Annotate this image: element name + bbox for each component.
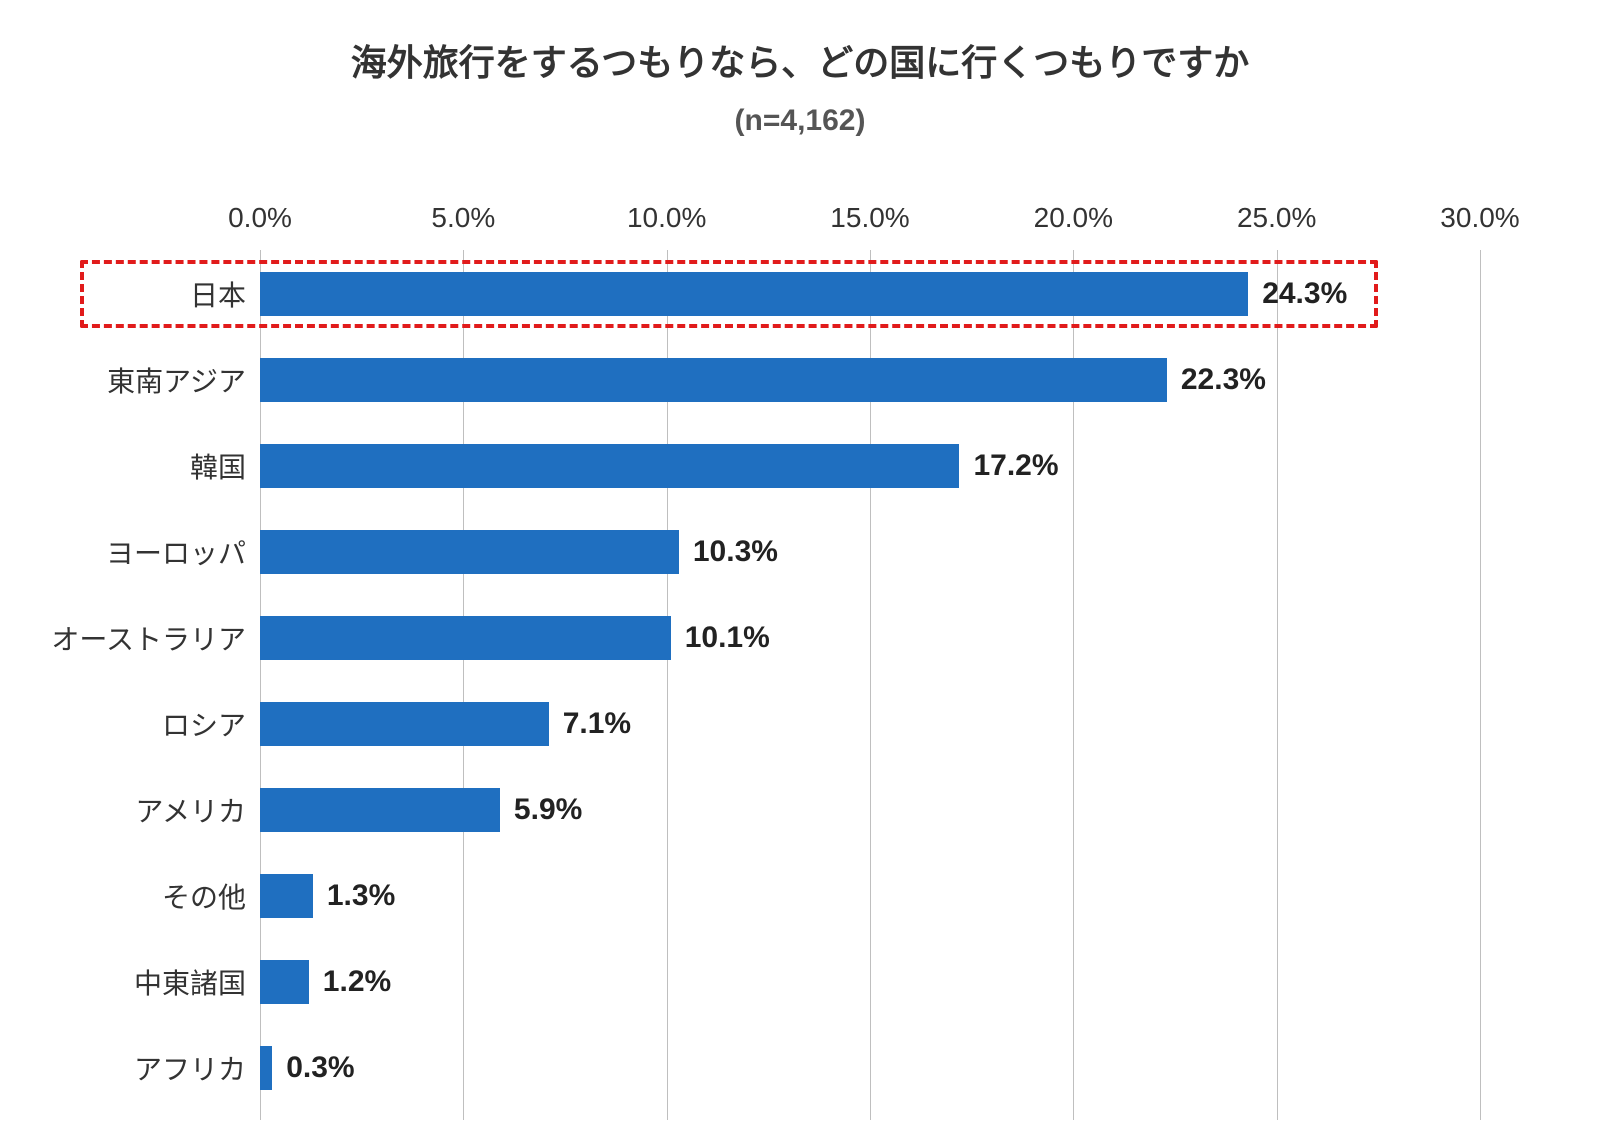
- x-axis-tick-label: 25.0%: [1237, 202, 1316, 234]
- bar: [260, 444, 959, 488]
- category-label: その他: [162, 876, 260, 916]
- bar: [260, 874, 313, 918]
- value-label: 24.3%: [1262, 277, 1347, 311]
- category-label: 東南アジア: [107, 360, 260, 400]
- plot-area: 0.0%5.0%10.0%15.0%20.0%25.0%30.0%日本24.3%…: [260, 250, 1480, 1120]
- value-label: 7.1%: [563, 707, 631, 741]
- x-axis-tick-label: 5.0%: [431, 202, 495, 234]
- category-label: 韓国: [190, 446, 260, 486]
- chart-subtitle: (n=4,162): [0, 104, 1600, 138]
- grid-line: [1480, 250, 1481, 1120]
- value-label: 17.2%: [973, 449, 1058, 483]
- value-label: 0.3%: [286, 1051, 354, 1085]
- x-axis-tick-label: 20.0%: [1034, 202, 1113, 234]
- value-label: 22.3%: [1181, 363, 1266, 397]
- category-label: アメリカ: [135, 790, 260, 830]
- chart-container: 海外旅行をするつもりなら、どの国に行くつもりですか (n=4,162) 0.0%…: [0, 0, 1600, 1147]
- bar: [260, 358, 1167, 402]
- bar: [260, 1046, 272, 1090]
- bar: [260, 960, 309, 1004]
- value-label: 10.3%: [693, 535, 778, 569]
- grid-line: [1277, 250, 1278, 1120]
- category-label: 日本: [190, 274, 260, 314]
- category-label: 中東諸国: [134, 962, 260, 1002]
- category-label: オーストラリア: [51, 618, 260, 658]
- category-label: ロシア: [162, 704, 260, 744]
- x-axis-tick-label: 30.0%: [1440, 202, 1519, 234]
- bar: [260, 788, 500, 832]
- bar: [260, 530, 679, 574]
- bar: [260, 702, 549, 746]
- chart-title: 海外旅行をするつもりなら、どの国に行くつもりですか: [0, 34, 1600, 86]
- category-label: アフリカ: [134, 1048, 260, 1088]
- x-axis-tick-label: 15.0%: [830, 202, 909, 234]
- x-axis-tick-label: 10.0%: [627, 202, 706, 234]
- bar: [260, 272, 1248, 316]
- category-label: ヨーロッパ: [106, 532, 260, 572]
- bar: [260, 616, 671, 660]
- value-label: 1.3%: [327, 879, 395, 913]
- value-label: 5.9%: [514, 793, 582, 827]
- value-label: 1.2%: [323, 965, 391, 999]
- value-label: 10.1%: [685, 621, 770, 655]
- x-axis-tick-label: 0.0%: [228, 202, 292, 234]
